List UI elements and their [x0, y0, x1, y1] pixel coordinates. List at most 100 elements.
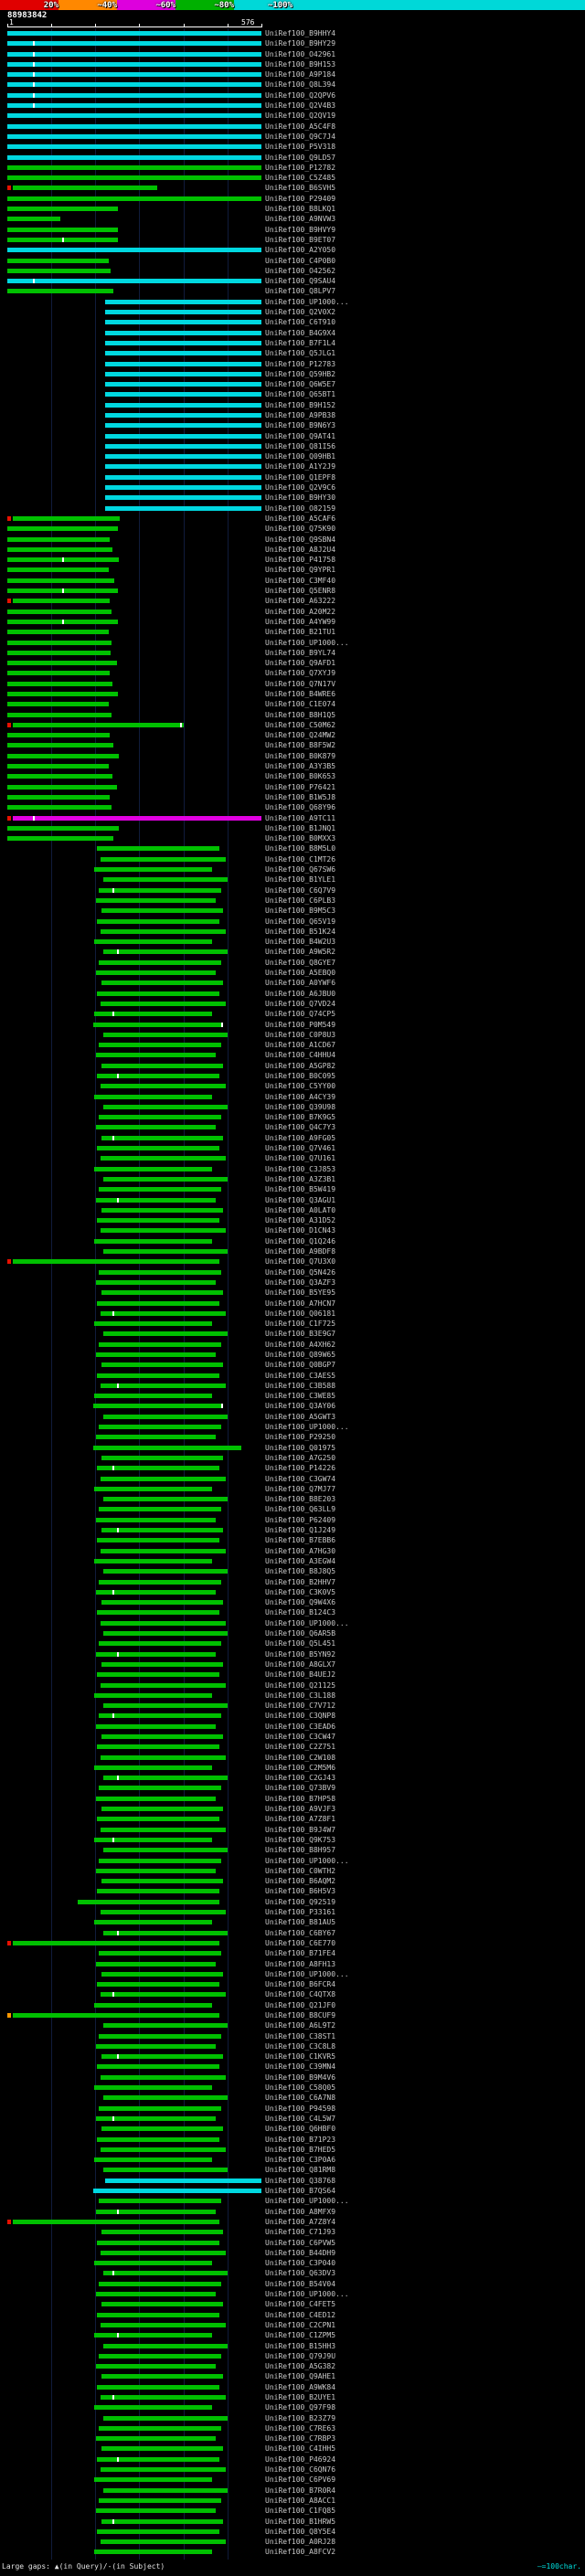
hit-bar[interactable] [98, 1786, 222, 1791]
hit-bar[interactable] [101, 2230, 224, 2235]
hit-bar[interactable] [7, 546, 112, 552]
hit-label[interactable]: UniRef100_A63222 [265, 597, 336, 606]
hit-label[interactable]: UniRef100_A9W5R2 [265, 948, 336, 957]
hit-bar[interactable] [7, 61, 261, 67]
hit-bar[interactable] [104, 464, 261, 470]
hit-label[interactable]: UniRef100_A9NVW3 [265, 215, 336, 224]
hit-bar[interactable] [98, 2497, 222, 2503]
hit-label[interactable]: UniRef100_A0RJ28 [265, 2538, 336, 2547]
hit-label[interactable]: UniRef100_B1JNQ1 [265, 823, 336, 832]
hit-label[interactable]: UniRef100_Q2V9C6 [265, 483, 336, 493]
hit-label[interactable]: UniRef100_C3J853 [265, 1164, 336, 1173]
hit-label[interactable]: UniRef100_C0WTH2 [265, 1866, 336, 1875]
hit-label[interactable]: UniRef100_B9H152 [265, 400, 336, 409]
hit-label[interactable]: UniRef100_A5GWT3 [265, 1412, 336, 1421]
hit-label[interactable]: UniRef100_B5YE95 [265, 1288, 336, 1298]
hit-bar[interactable] [102, 2095, 229, 2101]
hit-label[interactable]: UniRef100_Q9W4X6 [265, 1598, 336, 1607]
hit-label[interactable]: UniRef100_Q1Q246 [265, 1236, 336, 1246]
hit-label[interactable]: UniRef100_A9P184 [265, 70, 336, 80]
hit-bar[interactable] [94, 1094, 213, 1099]
hit-bar[interactable] [97, 2240, 219, 2245]
hit-bar[interactable] [101, 2302, 224, 2307]
hit-label[interactable]: UniRef100_C6QN76 [265, 2465, 336, 2475]
hit-bar[interactable] [92, 1445, 241, 1450]
hit-bar[interactable] [96, 1517, 216, 1522]
hit-bar[interactable] [7, 217, 60, 222]
hit-label[interactable]: UniRef100_C1F725 [265, 1320, 336, 1329]
hit-bar[interactable] [98, 2425, 222, 2431]
hit-bar[interactable] [104, 485, 261, 491]
hit-label[interactable]: UniRef100_C7V712 [265, 1701, 336, 1711]
hit-label[interactable]: UniRef100_Q8GYE7 [265, 958, 336, 967]
hit-label[interactable]: UniRef100_UP1000... [265, 1618, 349, 1627]
hit-bar[interactable] [97, 1073, 219, 1078]
hit-label[interactable]: UniRef100_B15HH3 [265, 2341, 336, 2350]
hit-bar[interactable] [100, 928, 226, 934]
hit-label[interactable]: UniRef100_C3C8L8 [265, 2041, 336, 2051]
hit-label[interactable]: UniRef100_A8J2U4 [265, 545, 336, 554]
hit-label[interactable]: UniRef100_P12783 [265, 359, 336, 368]
hit-bar[interactable] [94, 1765, 213, 1770]
hit-bar[interactable] [102, 2343, 229, 2348]
hit-label[interactable]: UniRef100_B1HRW5 [265, 2517, 336, 2526]
hit-label[interactable]: UniRef100_Q74CP5 [265, 1010, 336, 1019]
hit-label[interactable]: UniRef100_Q67SW6 [265, 865, 336, 875]
hit-bar[interactable] [94, 2477, 213, 2483]
hit-label[interactable]: UniRef100_P33161 [265, 1908, 336, 1917]
hit-bar[interactable] [101, 1733, 224, 1739]
hit-label[interactable]: UniRef100_C1ZPM5 [265, 2331, 336, 2340]
hit-bar[interactable] [104, 320, 261, 325]
hit-bar[interactable] [7, 41, 261, 47]
hit-label[interactable]: UniRef100_C4P0B0 [265, 256, 336, 265]
hit-label[interactable]: UniRef100_A5GP82 [265, 1061, 336, 1070]
hit-label[interactable]: UniRef100_C6BY67 [265, 1928, 336, 1937]
hit-label[interactable]: UniRef100_A6JBU0 [265, 989, 336, 998]
hit-label[interactable]: UniRef100_Q9AHE1 [265, 2372, 336, 2381]
hit-bar[interactable] [100, 1827, 226, 1832]
hit-label[interactable]: UniRef100_Q7U3X0 [265, 1257, 336, 1267]
hit-label[interactable]: UniRef100_A5G382 [265, 2362, 336, 2371]
hit-label[interactable]: UniRef100_O82159 [265, 504, 336, 513]
hit-label[interactable]: UniRef100_Q5JLG1 [265, 349, 336, 358]
hit-bar[interactable] [98, 1951, 222, 1956]
hit-bar[interactable] [7, 258, 109, 263]
hit-bar[interactable] [7, 650, 111, 655]
hit-label[interactable]: UniRef100_B9HVY9 [265, 225, 336, 234]
hit-bar[interactable] [7, 609, 112, 614]
hit-bar[interactable] [97, 1538, 219, 1543]
hit-bar[interactable] [94, 2157, 213, 2163]
hit-bar[interactable] [102, 1776, 229, 1781]
hit-bar[interactable] [98, 2199, 222, 2204]
hit-label[interactable]: UniRef100_Q01975 [265, 1443, 336, 1452]
hit-bar[interactable] [98, 1579, 222, 1585]
hit-bar[interactable] [94, 1238, 213, 1244]
hit-label[interactable]: UniRef100_B6H5V3 [265, 1887, 336, 1896]
hit-label[interactable]: UniRef100_Q6W5E7 [265, 380, 336, 389]
hit-label[interactable]: UniRef100_C0P8U3 [265, 1030, 336, 1039]
hit-label[interactable]: UniRef100_P14226 [265, 1464, 336, 1473]
hit-label[interactable]: UniRef100_Q0BGP7 [265, 1361, 336, 1370]
hit-label[interactable]: UniRef100_C5YY00 [265, 1082, 336, 1091]
hit-bar[interactable] [104, 382, 261, 387]
hit-bar[interactable] [102, 1569, 229, 1574]
hit-label[interactable]: UniRef100_C4HHU4 [265, 1051, 336, 1060]
hit-label[interactable]: UniRef100_B9J4W7 [265, 1825, 336, 1834]
hit-bar[interactable] [101, 1362, 224, 1368]
hit-bar[interactable] [96, 1053, 216, 1058]
hit-label[interactable]: UniRef100_B71P23 [265, 2135, 336, 2144]
hit-bar[interactable] [102, 1414, 229, 1419]
hit-bar[interactable] [7, 144, 261, 150]
hit-label[interactable]: UniRef100_Q9YPR1 [265, 566, 336, 575]
hit-label[interactable]: UniRef100_B2HHV7 [265, 1577, 336, 1586]
hit-label[interactable]: UniRef100_B9HHY4 [265, 29, 336, 37]
hit-bar[interactable] [94, 1012, 213, 1017]
hit-bar[interactable] [94, 2405, 213, 2411]
hit-label[interactable]: UniRef100_Q21125 [265, 1680, 336, 1690]
hit-bar[interactable] [104, 2178, 261, 2183]
hit-bar[interactable] [100, 1476, 226, 1481]
hit-bar[interactable] [97, 2064, 219, 2070]
hit-bar[interactable] [7, 133, 261, 139]
hit-bar[interactable] [13, 722, 185, 727]
hit-label[interactable]: UniRef100_Q9LD57 [265, 153, 336, 162]
